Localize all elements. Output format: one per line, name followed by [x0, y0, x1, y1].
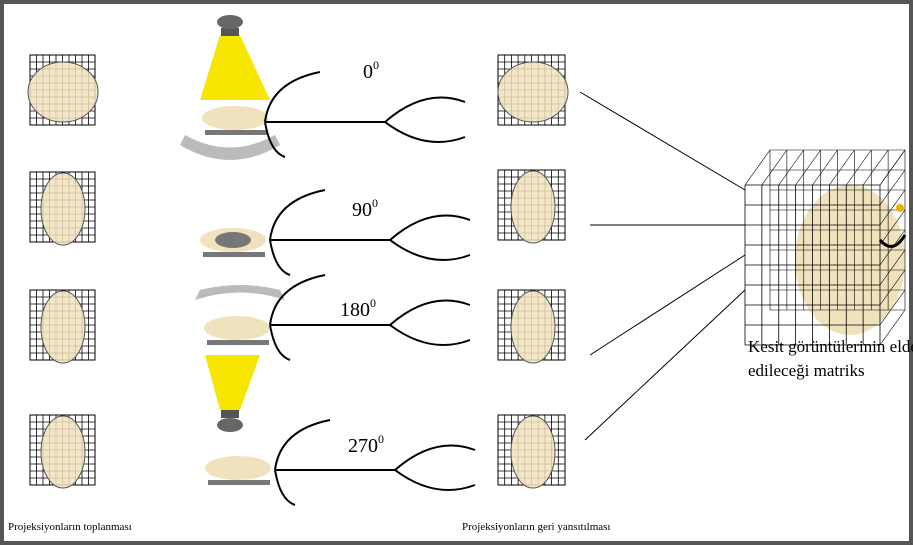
face	[510, 415, 556, 489]
cube-line	[846, 149, 872, 186]
face	[27, 61, 99, 123]
fork	[274, 419, 476, 506]
head	[204, 316, 270, 340]
head-shadow	[215, 232, 251, 248]
face	[510, 290, 556, 364]
cube-line	[879, 289, 906, 326]
table	[208, 480, 270, 485]
source	[221, 410, 239, 418]
fork	[264, 71, 466, 158]
angle: 90	[352, 199, 372, 221]
cube-line	[879, 249, 906, 286]
angle-label: 1800	[340, 296, 376, 321]
head	[202, 106, 268, 130]
angle: 180	[340, 299, 370, 321]
beam	[205, 355, 260, 410]
face	[40, 415, 86, 489]
angle-sup: 0	[373, 58, 379, 72]
cube-line	[879, 189, 906, 226]
source	[217, 418, 243, 432]
cube-line	[829, 149, 855, 186]
detector	[180, 135, 280, 160]
cube-line	[879, 149, 906, 186]
detector	[195, 285, 285, 300]
head	[205, 456, 271, 480]
connector	[579, 91, 746, 191]
connector	[584, 289, 746, 441]
cube-line	[879, 209, 906, 246]
table	[207, 340, 269, 345]
face	[40, 172, 86, 246]
cube-line	[795, 149, 821, 186]
fork	[269, 189, 471, 276]
caption-matrix: Kesit görüntülerinin elde	[748, 337, 913, 356]
cube-line	[761, 149, 788, 186]
angle-label: 900	[352, 196, 378, 221]
source	[217, 15, 243, 29]
cube-line	[879, 269, 906, 306]
cube-line	[812, 149, 838, 186]
marker	[896, 204, 904, 212]
layout	[27, 15, 907, 506]
angle-label: 2700	[348, 432, 384, 457]
volume	[795, 185, 905, 335]
cube-line	[744, 149, 771, 186]
face	[40, 290, 86, 364]
angle: 0	[363, 61, 373, 83]
mouth	[878, 234, 907, 248]
connector	[589, 254, 746, 356]
caption-middle: Projeksiyonların geri yansıtılması	[462, 521, 610, 533]
face	[497, 61, 569, 123]
angle: 270	[348, 435, 378, 457]
beam	[200, 35, 270, 100]
angle-sup: 0	[378, 432, 384, 446]
table	[203, 252, 265, 257]
source	[221, 28, 239, 36]
cube-line	[879, 169, 906, 206]
table	[205, 130, 267, 135]
face	[510, 170, 556, 244]
cube-line	[879, 309, 906, 346]
angle-sup: 0	[370, 296, 376, 310]
cube-line	[862, 149, 889, 186]
caption-matrix: edileceği matriks	[748, 361, 865, 380]
caption-left: Projeksiyonların toplanması	[8, 521, 132, 533]
fork	[269, 274, 471, 361]
angle-label: 00	[363, 58, 379, 83]
cube-line	[778, 149, 804, 186]
angle-sup: 0	[372, 196, 378, 210]
